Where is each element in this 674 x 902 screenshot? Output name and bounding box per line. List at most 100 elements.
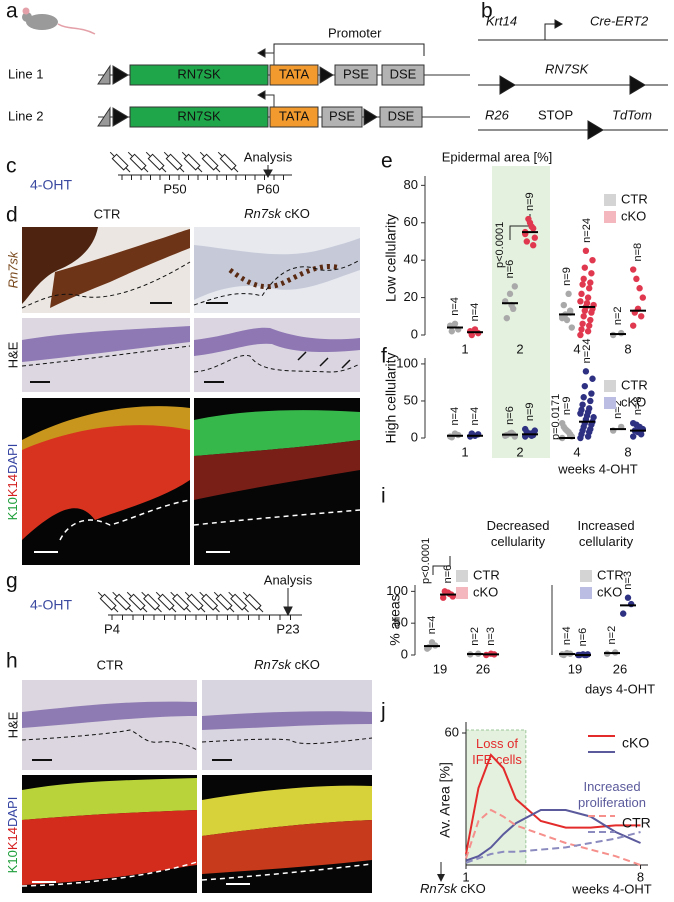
syringe	[184, 591, 206, 613]
syringe-plunger	[145, 151, 151, 157]
syringe	[228, 591, 249, 613]
data-point	[428, 639, 436, 646]
y-tick-label: 50	[404, 392, 418, 407]
data-point	[568, 324, 575, 331]
x-tick-label: 4	[573, 341, 580, 356]
syringe-plunger	[213, 591, 219, 597]
n-label: n=24	[581, 339, 593, 364]
legend-label: cKO	[621, 394, 646, 409]
data-point	[589, 375, 596, 382]
data-point	[559, 419, 566, 427]
x-tick-label: 1	[462, 869, 469, 884]
n-label: n=6	[504, 260, 516, 279]
syringe-plunger	[112, 591, 118, 597]
n-label: n=9	[524, 192, 536, 211]
syringe-body	[201, 593, 219, 611]
gene-label: Cre-ERT2	[590, 13, 649, 28]
n-label: n=8	[632, 397, 644, 416]
syringe	[109, 151, 131, 173]
construct-line2	[97, 90, 470, 128]
x-tick-label: 1	[461, 341, 468, 356]
row-label: H&E	[5, 341, 20, 368]
data-point	[587, 316, 594, 324]
data-point	[630, 433, 637, 440]
syringe-needle	[229, 607, 235, 613]
data-point	[579, 281, 586, 288]
row-label: Rn7sk	[5, 250, 20, 288]
x-tick-label: 8	[624, 341, 631, 356]
syringe-body	[183, 153, 201, 171]
column-label: Rn7sk cKO	[254, 657, 320, 672]
micrographs-d	[21, 227, 361, 565]
y-tick-label: 100	[396, 355, 418, 370]
timepoint: P60	[256, 181, 279, 196]
n-label: n=8	[632, 243, 644, 262]
dse-label: DSE	[388, 108, 415, 123]
legend-label: CTR	[621, 377, 648, 392]
syringe-body	[244, 593, 262, 611]
syringe-needle	[156, 607, 162, 613]
timeline	[109, 151, 292, 180]
syringe	[163, 151, 185, 173]
data-point	[441, 588, 448, 595]
x-tick-label: 4	[573, 444, 580, 459]
legend-label: CTR	[621, 191, 648, 206]
syringe-plunger	[217, 151, 223, 157]
x-tick-label: 1	[461, 444, 468, 459]
y-tick-label: 20	[404, 289, 418, 304]
syringe	[213, 591, 235, 613]
data-point	[503, 314, 510, 322]
syringe-plunger	[127, 151, 133, 157]
panel-label: c	[6, 155, 17, 178]
syringe-plunger	[155, 591, 161, 597]
legend-label: CTR	[622, 815, 651, 831]
syringe-body	[165, 153, 183, 171]
syringe-body	[186, 593, 204, 611]
construct-line1	[97, 48, 470, 86]
y-axis-label: % areas	[387, 594, 403, 645]
syringe-body	[111, 153, 129, 171]
gene-label: RN7SK	[177, 108, 221, 123]
chart-title: Epidermal area [%]	[442, 149, 553, 164]
n-label: n=6	[442, 565, 454, 584]
group-label: Rn7sk cKO	[420, 881, 486, 896]
syringe-needle	[233, 167, 239, 173]
x-tick-label: 26	[613, 661, 627, 676]
stain: K14	[5, 827, 20, 850]
drug-label: 4-OHT	[30, 177, 72, 193]
y-tick-label: 50	[394, 615, 408, 630]
data-point	[581, 382, 588, 390]
syringe-needle	[200, 607, 206, 613]
x-tick-label: 2	[516, 444, 523, 459]
syringe-plunger	[126, 591, 132, 597]
mouse-icon	[22, 7, 96, 35]
legend-label: CTR	[597, 567, 624, 582]
syringe	[217, 151, 239, 173]
data-point	[579, 320, 586, 327]
data-point	[582, 368, 590, 375]
syringe-body	[219, 153, 237, 171]
legend-label: cKO	[621, 208, 646, 223]
annotation-line: Loss of	[476, 736, 518, 751]
p-value: p<0.0001	[420, 538, 432, 584]
line-label: Line 1	[8, 66, 43, 81]
syringe	[170, 591, 191, 613]
legend-label: cKO	[622, 735, 649, 751]
x-tick-label: 2	[516, 341, 523, 356]
y-tick-label: 100	[386, 583, 408, 598]
stain: K14	[5, 474, 20, 497]
promoter-label: Promoter	[328, 25, 382, 40]
timeline	[97, 588, 302, 620]
column-label: CTR	[94, 206, 121, 221]
y-axis-label: Low cellularity	[383, 214, 399, 302]
syringe-needle	[161, 167, 167, 173]
stop-label: STOP	[538, 107, 573, 122]
syringe-plunger	[170, 591, 176, 597]
data-point	[583, 300, 591, 307]
data-point	[588, 390, 595, 397]
stain: DAPI	[5, 444, 20, 474]
n-label: n=6	[577, 628, 589, 647]
timepoint: P4	[104, 621, 120, 636]
syringe-body	[129, 153, 147, 171]
n-label: n=24	[581, 218, 593, 243]
